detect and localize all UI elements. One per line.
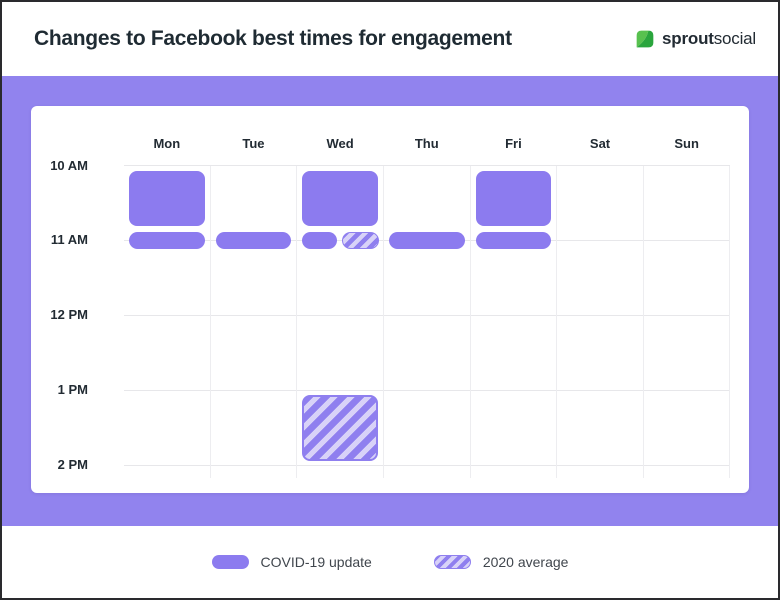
grid-vline-4 xyxy=(469,165,471,478)
sprout-leaf-icon xyxy=(636,30,654,48)
covid-19-update-block-mon-10-am xyxy=(129,170,205,227)
time-label-1-pm: 1 PM xyxy=(57,382,88,398)
legend-label-covid-update: COVID-19 update xyxy=(260,554,372,570)
covid-19-update-pill-fri-11-am xyxy=(475,231,552,249)
page-title: Changes to Facebook best times for engag… xyxy=(34,27,512,50)
2020-average-block-wed-1-pm xyxy=(302,395,378,461)
covid-19-update-pill-tue-11-am xyxy=(215,231,292,249)
legend-item-covid-update: COVID-19 update xyxy=(211,554,372,570)
grid-hline-10-am xyxy=(123,165,730,166)
legend: COVID-19 update 2020 average xyxy=(2,526,778,598)
grid-vline-6 xyxy=(642,165,644,478)
grid-vline-7 xyxy=(729,165,731,478)
sproutsocial-logo: sproutsocial xyxy=(635,29,756,49)
grid-vline-3 xyxy=(382,165,384,478)
header: Changes to Facebook best times for engag… xyxy=(2,2,778,76)
logo-wordmark: sproutsocial xyxy=(662,29,756,49)
day-label-wed: Wed xyxy=(326,136,354,151)
day-label-sat: Sat xyxy=(589,136,611,151)
day-label-fri: Fri xyxy=(505,136,522,151)
covid-19-update-pill-mon-11-am xyxy=(129,231,205,249)
grid-hline-12-pm xyxy=(123,314,730,316)
covid-19-update-block-wed-10-am xyxy=(302,170,378,227)
time-label-12-pm: 12 PM xyxy=(50,307,88,323)
grid-hline-2-pm xyxy=(123,464,730,466)
grid-vline-1 xyxy=(209,165,211,478)
legend-swatch-solid xyxy=(211,555,249,569)
purple-frame: 10 AM 11 AM 12 PM 1 PM 2 PM Mon Tue Wed Thu Fri Sa… xyxy=(2,76,778,526)
logo-wordmark-social: social xyxy=(713,29,756,48)
chart-card: 10 AM 11 AM 12 PM 1 PM 2 PM Mon Tue Wed Thu Fri Sa… xyxy=(31,106,749,493)
day-label-tue: Tue xyxy=(242,136,265,151)
grid-vline-2 xyxy=(296,165,298,478)
logo-wordmark-sprout: sprout xyxy=(662,29,714,48)
time-label-2-pm: 2 PM xyxy=(57,457,88,472)
covid-19-update-pill-thu-11-am xyxy=(388,231,465,249)
chart-grid: 10 AM 11 AM 12 PM 1 PM 2 PM Mon Tue Wed Thu Fri Sa… xyxy=(31,106,749,493)
covid-19-update-pill-left-wed-11-am xyxy=(302,231,338,249)
legend-label-2020-average: 2020 average xyxy=(482,554,569,570)
day-label-thu: Thu xyxy=(414,136,439,151)
time-label-11-am: 11 AM xyxy=(50,232,88,248)
legend-swatch-hatched xyxy=(433,555,471,569)
covid-19-update-block-fri-10-am xyxy=(475,170,552,227)
day-label-mon: Mon xyxy=(153,136,181,151)
day-label-sun: Sun xyxy=(674,136,699,151)
grid-hline-1-pm xyxy=(123,389,730,391)
grid-vline-5 xyxy=(556,165,558,478)
2020-average-pill-right-wed-11-am xyxy=(341,231,379,249)
legend-item-2020-average: 2020 average xyxy=(433,554,569,570)
time-label-10-am: 10 AM xyxy=(50,157,88,173)
